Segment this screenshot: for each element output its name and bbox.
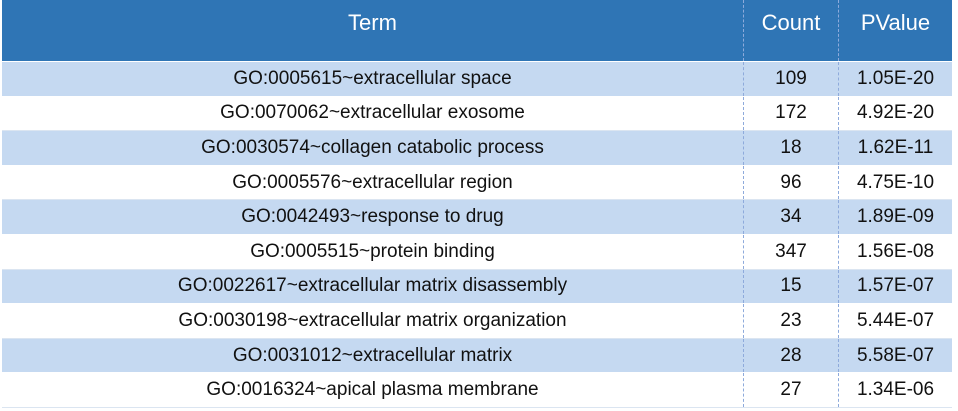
table-cell: GO:0005515~protein binding	[250, 240, 495, 262]
table-cell: 109	[743, 62, 838, 96]
table-cell: 172	[743, 96, 838, 131]
table-cell: GO:0022617~extracellular matrix disassem…	[177, 275, 568, 297]
table-row: GO:0031012~extracellular matrix 28 5.58E-0…	[2, 338, 952, 374]
header-cell: Term	[348, 10, 397, 35]
table-cell: 1.05E-20	[838, 62, 952, 96]
table-row: GO:0022617~extracellular matrix disassem…	[2, 269, 952, 305]
table-cell: 27	[743, 373, 838, 407]
header-cell: PValue	[838, 0, 952, 61]
table-row: GO:0030198~extracellular matrix organiza…	[2, 304, 952, 339]
table-cell: GO:0030198~extracellular matrix organiza…	[178, 309, 567, 331]
table-cell: 96	[743, 165, 838, 200]
header-row: Term Count PValue	[2, 0, 952, 62]
table-cell: 5.58E-07	[838, 338, 952, 373]
table-cell: 18	[743, 131, 838, 165]
table-cell: GO:0031012~extracellular matrix	[232, 344, 513, 366]
table-cell: 1.62E-11	[838, 131, 952, 165]
table-cell: 1.34E-06	[838, 373, 952, 407]
table-cell: 4.75E-10	[838, 165, 952, 200]
table-cell: 4.92E-20	[838, 96, 952, 131]
table-row: GO:0042493~response to drug 34 1.89E-09	[2, 200, 952, 235]
table-cell: GO:0030574~collagen catabolic process	[201, 136, 544, 158]
table-row: GO:0005515~protein binding 347 1.56E-08	[2, 234, 952, 270]
header-cell: Count	[743, 0, 838, 61]
table-cell: 28	[743, 338, 838, 373]
table-row: GO:0005615~extracellular space 109 1.05E-2…	[2, 62, 952, 97]
table-cell: GO:0042493~response to drug	[241, 206, 504, 228]
table-cell: 23	[743, 304, 838, 338]
table-cell: GO:0005615~extracellular space	[233, 67, 512, 89]
table-cell: 34	[743, 200, 838, 234]
table-cell: 1.89E-09	[838, 200, 952, 234]
table-cell: GO:0016324~apical plasma membrane	[206, 379, 539, 401]
table-row: GO:0030574~collagen catabolic process 18 1…	[2, 131, 952, 166]
table-cell: GO:0070062~extracellular exosome	[220, 102, 525, 124]
table-row: GO:0016324~apical plasma membrane 27 1.34E…	[2, 373, 952, 408]
table-cell: 1.57E-07	[838, 269, 952, 304]
table-cell: 15	[743, 269, 838, 304]
table-row: GO:0005576~extracellular region 96 4.75E-1…	[2, 165, 952, 201]
table-cell: 5.44E-07	[838, 304, 952, 338]
table-cell: 1.56E-08	[838, 234, 952, 269]
table-row: GO:0070062~extracellular exosome 172 4.92E…	[2, 96, 952, 132]
table-cell: 347	[743, 234, 838, 269]
table-cell: GO:0005576~extracellular region	[232, 171, 513, 193]
